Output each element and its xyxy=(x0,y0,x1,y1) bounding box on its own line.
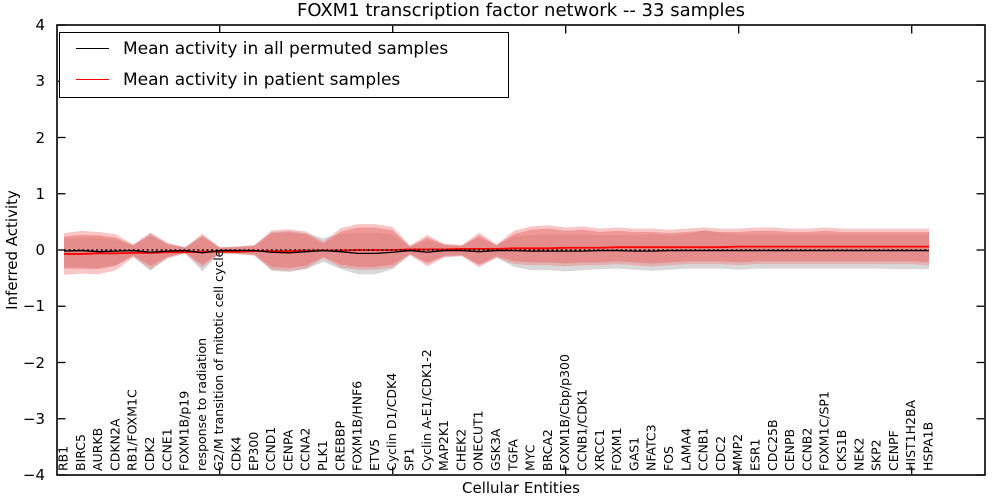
x-category-label: FOXM1B/Cbp/p300 xyxy=(557,354,572,471)
x-category-label: ONECUT1 xyxy=(471,410,486,471)
x-category-label: CENPF xyxy=(886,430,901,471)
legend-label-permuted: Mean activity in all permuted samples xyxy=(123,38,449,59)
legend: Mean activity in all permuted samples Me… xyxy=(59,32,509,98)
x-category-label: CENPA xyxy=(280,429,295,471)
legend-entry-patient: Mean activity in patient samples xyxy=(60,64,508,95)
x-category-label: FOS xyxy=(661,446,676,471)
x-category-label: NEK2 xyxy=(851,438,866,471)
x-category-label: CCNB1/CDK1 xyxy=(575,389,590,471)
legend-entry-permuted: Mean activity in all permuted samples xyxy=(60,33,508,64)
chart-title: FOXM1 transcription factor network -- 33… xyxy=(296,0,746,21)
x-category-label: HIST1H2BA xyxy=(903,399,918,471)
x-category-label: XRCC1 xyxy=(592,429,607,471)
x-category-label: CDK2 xyxy=(142,436,157,471)
y-tick-label: −2 xyxy=(22,353,45,372)
x-category-label: CCNE1 xyxy=(159,428,174,471)
x-category-label: AURKB xyxy=(90,428,105,471)
x-category-label: MAP2K1 xyxy=(436,420,451,471)
x-category-label: CDK4 xyxy=(229,436,244,471)
y-tick-label: −4 xyxy=(22,466,45,484)
legend-label-patient: Mean activity in patient samples xyxy=(123,69,401,90)
y-tick-label: 3 xyxy=(35,72,45,91)
x-category-label: PLK1 xyxy=(315,440,330,471)
x-category-label: MYC xyxy=(523,444,538,471)
x-category-label: SP1 xyxy=(402,448,417,471)
x-category-label: FOXM1 xyxy=(609,427,624,471)
x-category-label: CREBBP xyxy=(332,421,347,471)
x-category-label: CHEK2 xyxy=(453,429,468,471)
x-category-label: Cyclin D1/CDK4 xyxy=(384,373,399,471)
y-tick-label: −1 xyxy=(22,297,45,316)
x-category-label: HSPA1B xyxy=(921,422,936,471)
x-category-label: CDC2 xyxy=(713,436,728,471)
x-category-label: G2/M transition of mitotic cell cycle xyxy=(211,249,226,471)
y-tick-label: −3 xyxy=(22,409,45,428)
x-category-label: GAS1 xyxy=(626,437,641,471)
x-category-label: CDC25B xyxy=(765,419,780,471)
y-tick-label: 1 xyxy=(35,184,45,203)
x-category-label: BIRC5 xyxy=(73,434,88,471)
y-tick-label: 4 xyxy=(35,16,45,34)
x-category-label: ETV5 xyxy=(367,439,382,471)
x-category-label: RB1 xyxy=(56,446,71,471)
legend-line-sample-patient xyxy=(76,79,109,80)
plot-frame xyxy=(56,24,986,476)
x-category-label: CCNB1 xyxy=(696,428,711,471)
x-category-label: FOXM1B/HNF6 xyxy=(350,381,365,471)
y-tick-labels: 4 3 2 1 0 −1 −2 −3 −4 xyxy=(0,0,51,500)
x-category-label: CDKN2A xyxy=(107,418,122,471)
x-category-label: CCND1 xyxy=(263,427,278,471)
x-category-label: FOXM1C/SP1 xyxy=(817,391,832,471)
x-category-label: Cyclin A-E1/CDK1-2 xyxy=(419,349,434,471)
legend-line-sample-permuted xyxy=(76,48,109,49)
x-category-label: FOXM1B/p19 xyxy=(177,391,192,471)
x-category-label: CKS1B xyxy=(834,430,849,471)
x-category-label: RB1/FOXM1C xyxy=(125,389,140,471)
x-axis-label: Cellular Entities xyxy=(462,479,580,497)
x-category-label: MMP2 xyxy=(730,434,745,471)
x-category-label: response to radiation xyxy=(194,338,209,471)
x-category-label: NFATC3 xyxy=(644,424,659,471)
x-category-label: GSK3A xyxy=(488,428,503,471)
x-category-label: TGFA xyxy=(505,439,520,472)
x-category-label: BRCA2 xyxy=(540,429,555,471)
y-tick-label: 0 xyxy=(35,241,45,259)
x-category-label: CCNA2 xyxy=(298,428,313,471)
x-category-label: CENPB xyxy=(782,429,797,471)
x-category-label: SKP2 xyxy=(869,439,884,471)
x-category-label: LAMA4 xyxy=(678,428,693,471)
x-category-label: EP300 xyxy=(246,432,261,471)
x-category-label: CCNB2 xyxy=(799,428,814,471)
y-tick-label: 2 xyxy=(35,128,45,147)
x-category-label: ESR1 xyxy=(748,439,763,471)
